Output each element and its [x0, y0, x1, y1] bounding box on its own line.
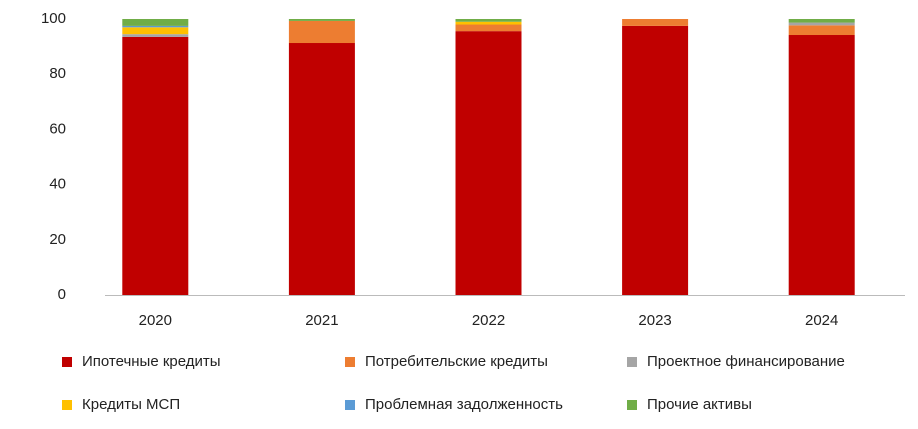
- bar-segment: [288, 19, 355, 21]
- bar-segment: [622, 19, 689, 26]
- bar-segment: [122, 25, 189, 28]
- x-tick-label: 2020: [139, 312, 172, 329]
- bar-segment: [622, 25, 689, 296]
- bar-segment: [122, 19, 189, 26]
- legend-swatch: [62, 400, 72, 410]
- legend-swatch: [627, 357, 637, 367]
- legend-label: Ипотечные кредиты: [82, 353, 221, 370]
- bar-segment: [788, 22, 855, 26]
- bar-segment: [455, 31, 522, 295]
- bar-segment: [455, 19, 522, 22]
- legend-label: Прочие активы: [647, 396, 752, 413]
- legend-swatch: [627, 400, 637, 410]
- y-tick-label: 80: [49, 65, 66, 82]
- bar-segment: [288, 43, 355, 296]
- legend-label: Проблемная задолженность: [365, 396, 563, 413]
- y-tick-label: 20: [49, 231, 66, 248]
- bar-segment: [788, 19, 855, 23]
- bar-segment: [288, 20, 355, 44]
- bar-segment: [122, 36, 189, 295]
- bar-segment: [455, 24, 522, 32]
- legend-label: Кредиты МСП: [82, 396, 180, 413]
- bar-segment: [788, 35, 855, 296]
- x-tick-label: 2022: [472, 312, 505, 329]
- y-tick-label: 100: [41, 10, 66, 27]
- y-tick-label: 60: [49, 120, 66, 137]
- bar-segment: [788, 25, 855, 36]
- y-tick-label: 0: [58, 286, 66, 303]
- legend-swatch: [345, 357, 355, 367]
- bar-segment: [122, 27, 189, 35]
- bar-segment: [455, 21, 522, 25]
- x-tick-label: 2021: [305, 312, 338, 329]
- legend-swatch: [345, 400, 355, 410]
- legend-swatch: [62, 357, 72, 367]
- y-tick-label: 40: [49, 176, 66, 193]
- x-tick-label: 2024: [805, 312, 838, 329]
- legend-label: Проектное финансирование: [647, 353, 845, 370]
- x-tick-label: 2023: [638, 312, 671, 329]
- bar-segment: [122, 34, 189, 37]
- legend-label: Потребительские кредиты: [365, 353, 548, 370]
